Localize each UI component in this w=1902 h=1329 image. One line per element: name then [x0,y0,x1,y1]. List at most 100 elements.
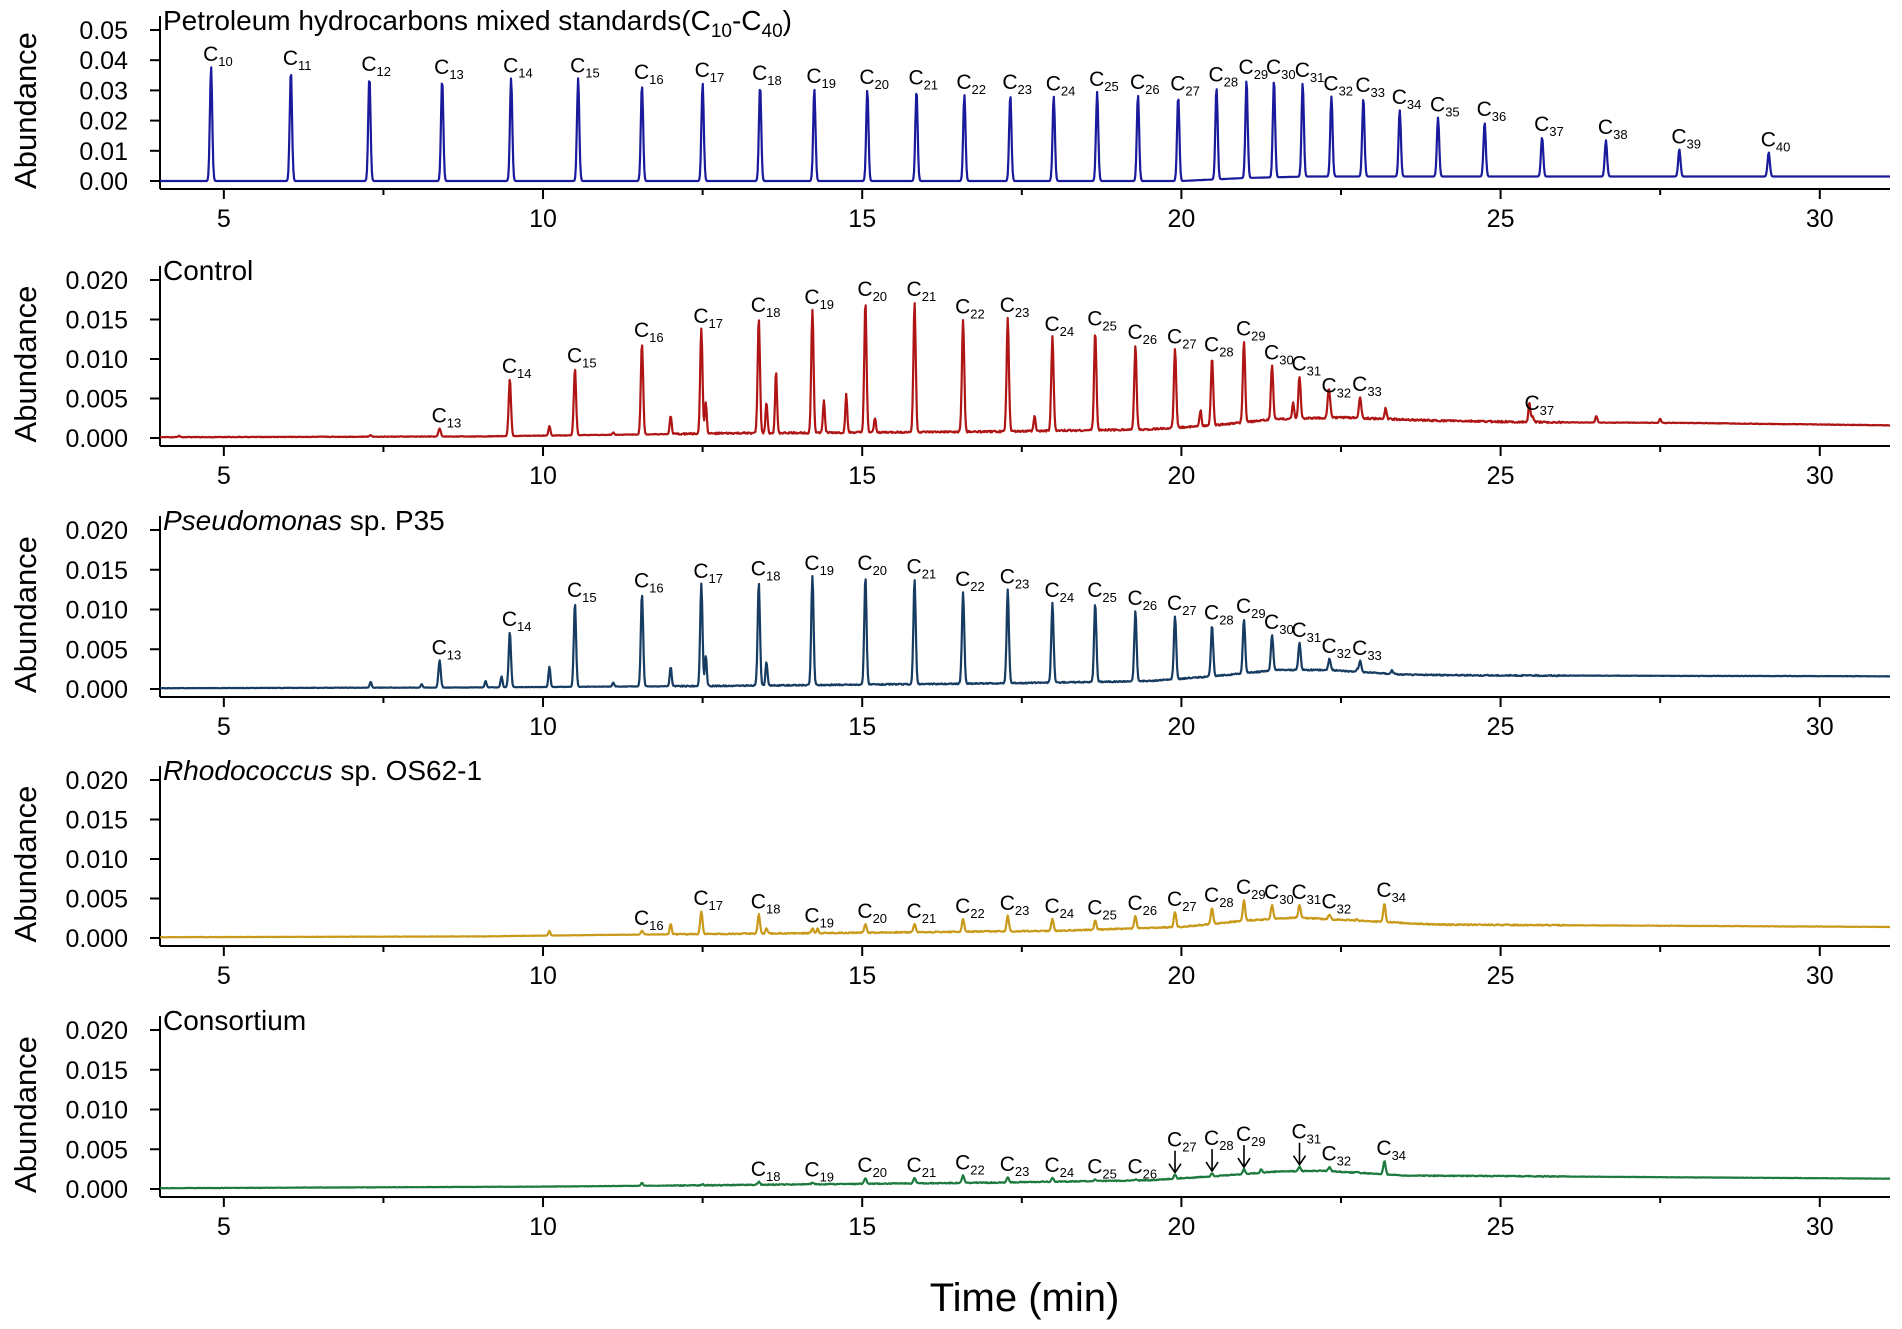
x-tick-label: 5 [217,462,231,490]
x-tick-label: 10 [529,1213,557,1241]
peak-label: C25 [1087,307,1117,333]
chart-title: Control [163,255,253,286]
y-axis-title: Abundance [8,1036,43,1193]
peak-label: C19 [806,65,836,91]
peak-label: C29 [1239,56,1269,82]
peak-label: C37 [1534,113,1564,139]
peak-label: C29 [1236,1123,1266,1149]
chart-panel-2: 5 10 15 20 25 30 0.000 0.005 0.010 0.015 0.020 Abun… [8,255,1891,490]
x-tick-label: 25 [1487,713,1515,741]
x-tick-label: 5 [217,962,231,990]
peak-label: C20 [857,900,887,926]
peak-label: C28 [1204,1127,1234,1153]
y-axis-title: Abundance [8,786,43,943]
peak-label: C19 [804,1159,834,1185]
peak-label: C24 [1044,1154,1074,1180]
peak-label: C13 [432,405,462,431]
peak-label: C24 [1044,579,1074,605]
peak-label: C35 [1430,94,1460,120]
peak-label: C26 [1130,71,1160,97]
peak-label: C22 [955,568,985,594]
chart-panel-3: 5 10 15 20 25 30 0.000 0.005 0.010 0.015 0.020 Abun… [8,505,1891,741]
peak-label: C29 [1236,876,1266,902]
y-tick-label: 0.000 [65,425,128,453]
peak-label: C33 [1352,637,1382,663]
peak-label: C26 [1127,1155,1157,1181]
peak-label: C34 [1376,879,1406,905]
series-line [159,66,1891,183]
peak-arrow-head [1168,1163,1182,1175]
chart-panel-5: 5 10 15 20 25 30 0.000 0.005 0.010 0.015 0.020 Abun… [8,1005,1891,1241]
peak-label: C18 [751,1158,781,1184]
peak-label: C27 [1167,326,1197,352]
chart-title: Petroleum hydrocarbons mixed standards(C… [163,5,792,42]
peak-label: C15 [567,344,597,370]
peak-label: C17 [693,560,723,586]
x-tick-label: 5 [217,713,231,741]
peak-label: C31 [1292,881,1322,907]
x-tick-label: 20 [1167,962,1195,990]
peak-label: C16 [634,61,664,87]
peak-label: C29 [1236,595,1266,621]
peak-label: C12 [361,53,391,79]
chart-title: Pseudomonas sp. P35 [163,505,445,536]
y-tick-label: 0.020 [65,767,128,795]
peak-label: C15 [570,54,600,80]
peak-label: C14 [503,54,533,80]
x-tick-label: 10 [529,962,557,990]
peak-label: C18 [751,890,781,916]
peak-label: C17 [693,887,723,913]
y-tick-label: 0.005 [65,386,128,414]
peak-label: C28 [1204,333,1234,359]
y-tick-label: 0.015 [65,807,128,835]
peak-label: C26 [1127,321,1157,347]
peak-label: C27 [1167,888,1197,914]
peak-label: C33 [1355,74,1385,100]
y-tick-label: 0.02 [79,108,128,136]
peak-label: C16 [634,319,664,345]
x-tick-label: 15 [848,713,876,741]
peak-label: C28 [1209,63,1239,89]
peak-label: C10 [203,43,233,69]
peak-label: C16 [634,907,664,933]
peak-label: C25 [1087,579,1117,605]
y-tick-label: 0.010 [65,346,128,374]
peak-label: C25 [1089,68,1119,94]
y-tick-label: 0.00 [79,168,128,196]
x-tick-label: 15 [848,962,876,990]
peak-label: C15 [567,579,597,605]
peak-label: C38 [1598,116,1628,142]
x-tick-label: 20 [1167,1213,1195,1241]
peak-label: C25 [1087,1155,1117,1181]
y-tick-label: 0.01 [79,138,128,166]
peak-label: C19 [804,286,834,312]
chart-panel-4: 5 10 15 20 25 30 0.000 0.005 0.010 0.015 0.020 Abun… [8,755,1891,990]
peak-label: C21 [908,66,938,92]
peak-label: C24 [1044,313,1074,339]
x-tick-label: 30 [1806,462,1834,490]
chart-title: Rhodococcus sp. OS62-1 [163,755,482,786]
peak-label: C20 [857,1154,887,1180]
peak-label: C31 [1292,1121,1322,1147]
peak-label: C18 [752,62,782,88]
peak-label: C23 [1002,71,1032,97]
x-tick-label: 10 [529,205,557,233]
x-tick-label: 30 [1806,962,1834,990]
peak-label: C30 [1264,611,1294,637]
peak-label: C31 [1292,352,1322,378]
y-tick-label: 0.000 [65,925,128,953]
peak-label: C20 [857,278,887,304]
peak-label: C37 [1525,392,1555,418]
peak-label: C21 [907,1154,937,1180]
peak-label: C30 [1266,56,1296,82]
peak-label: C30 [1264,881,1294,907]
peak-label: C27 [1167,1129,1197,1155]
peak-label: C32 [1322,375,1352,401]
peak-label: C31 [1292,619,1322,645]
y-tick-label: 0.015 [65,307,128,335]
peak-label: C27 [1167,592,1197,618]
peak-label: C17 [695,59,725,85]
x-tick-label: 25 [1487,462,1515,490]
peak-label: C39 [1671,125,1701,151]
